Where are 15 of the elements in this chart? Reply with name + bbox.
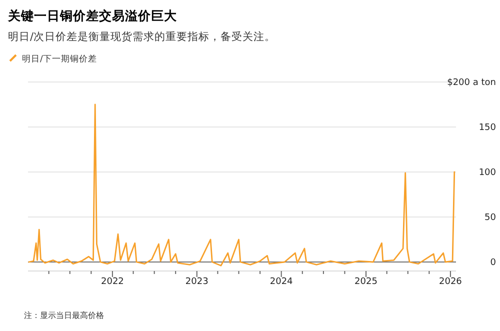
x-tick-label: 2026 bbox=[438, 276, 462, 287]
x-tick-label: 2023 bbox=[185, 276, 208, 287]
chart-subtitle: 明日/次日价差是衡量现货需求的重要指标，备受关注。 bbox=[8, 30, 276, 43]
y-tick-label: 0 bbox=[490, 258, 496, 268]
y-tick-label: $200 a ton bbox=[447, 78, 496, 88]
x-tick-label: 2022 bbox=[100, 276, 124, 287]
line-series bbox=[28, 104, 456, 266]
y-tick-label: 150 bbox=[478, 122, 496, 133]
legend-label: 明日/下一期铜价差 bbox=[22, 54, 97, 64]
text: 注：显示当日最高价格 bbox=[24, 311, 104, 320]
y-tick-label: 100 bbox=[478, 168, 496, 178]
x-tick-label: 2025 bbox=[354, 276, 378, 287]
x-tick-label: 2024 bbox=[270, 276, 294, 287]
y-tick-label: 50 bbox=[484, 212, 496, 223]
chart-title: 关键一日铜价差交易溢价巨大 bbox=[7, 8, 178, 23]
